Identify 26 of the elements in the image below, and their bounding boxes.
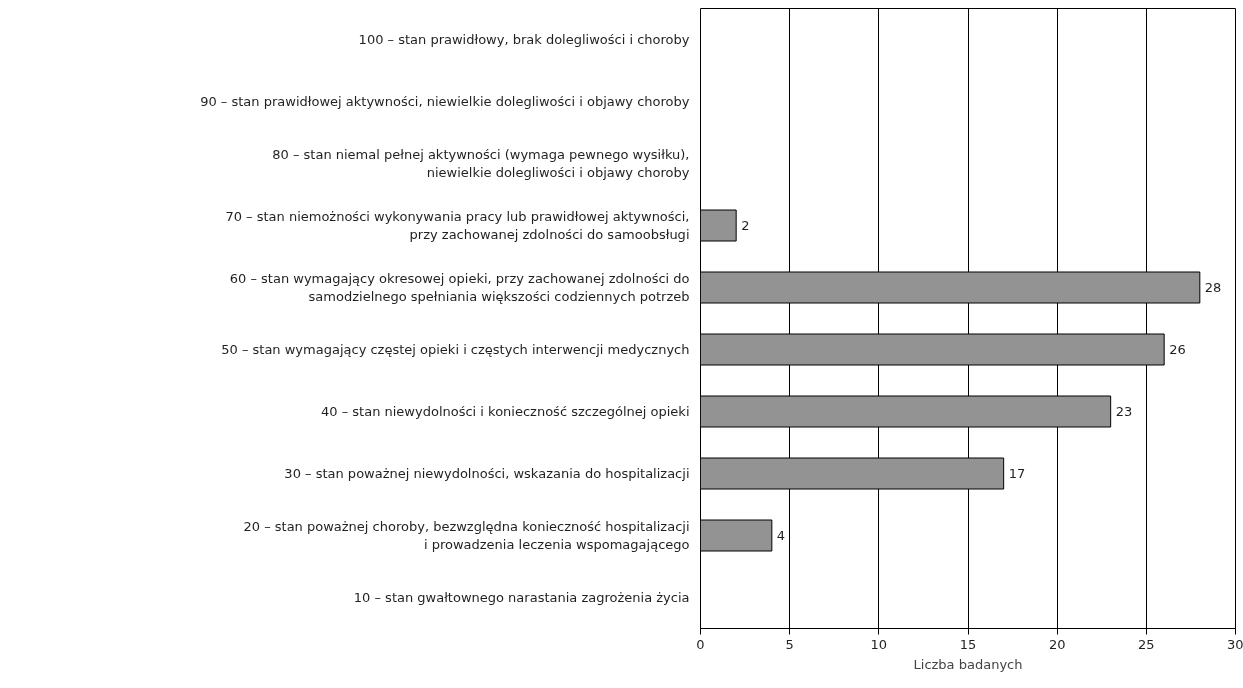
x-tick-label: 30 xyxy=(1226,636,1243,652)
y-tick-label: 30 – stan poważnej niewydolności, wskazania do hospitalizacji xyxy=(284,466,690,481)
y-tick-label: 90 – stan prawidłowej aktywności, niewielkie dolegliwości i objawy choroby xyxy=(200,94,690,109)
data-label: 2 xyxy=(741,218,750,233)
y-tick-label: 80 – stan niemal pełnej aktywności (wymaga pewnego wysiłku), niewielkie dolegliwości i objawy choroby xyxy=(272,147,690,180)
data-label: 17 xyxy=(1008,466,1026,481)
bar xyxy=(700,519,773,552)
data-label: 28 xyxy=(1204,280,1222,295)
x-tick-label: 5 xyxy=(785,636,794,652)
y-tick-label: 60 – stan wymagający okresowej opieki, przy zachowanej zdolności do samodzielnego spełniania większości codziennych potrzeb xyxy=(229,271,690,304)
x-tick-label: 15 xyxy=(959,636,977,652)
x-tick-label: 0 xyxy=(696,636,705,652)
y-tick-label: 100 – stan prawidłowy, brak dolegliwości i choroby xyxy=(358,32,690,47)
x-tick-label: 25 xyxy=(1138,636,1155,652)
y-tick-label: 20 – stan poważnej choroby, bezwzględna konieczność hospitalizacji i prowadzenia leczenia wspomagającego xyxy=(243,519,690,552)
x-tick-label: 10 xyxy=(870,636,888,652)
data-label: 26 xyxy=(1169,342,1186,357)
x-axis-title: Liczba badanych xyxy=(913,656,1023,672)
y-tick-label: 70 – stan niemożności wykonywania pracy lub prawidłowej aktywności, przy zachowanej zdolności do samoobsługi xyxy=(225,209,690,242)
y-tick-label: 10 – stan gwałtownego narastania zagrożenia życia xyxy=(353,590,690,605)
data-label: 4 xyxy=(776,528,786,543)
y-tick-label: 40 – stan niewydolności i konieczność szczególnej opieki xyxy=(320,404,690,419)
bar xyxy=(700,209,737,242)
x-tick-label: 20 xyxy=(1048,636,1066,652)
data-label: 23 xyxy=(1115,404,1133,419)
y-tick-label: 50 – stan wymagający częstej opieki i częstych interwencji medycznych xyxy=(221,342,690,357)
